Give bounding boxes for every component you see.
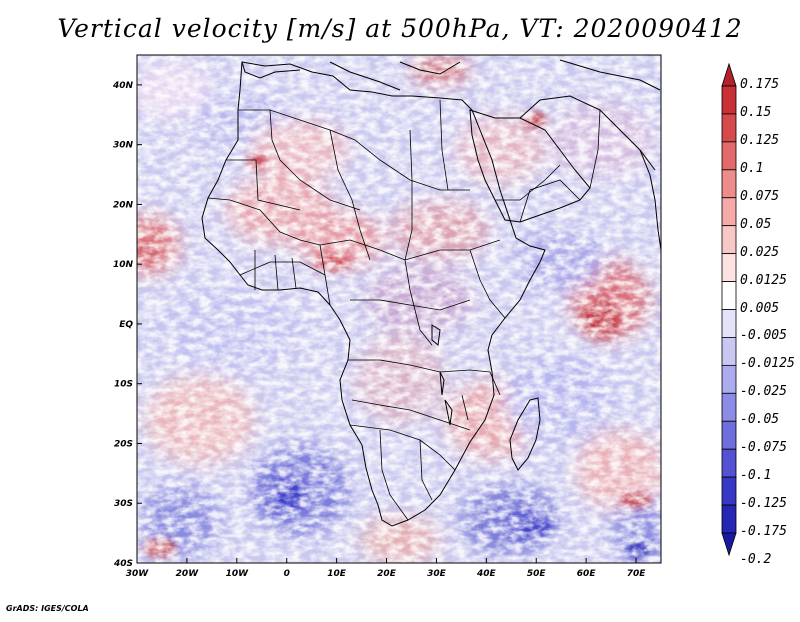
lat-tick-label: 40N <box>112 81 134 91</box>
lon-tick-label: 70E <box>627 569 647 579</box>
lon-tick-label: 30E <box>427 569 447 579</box>
lat-tick-label: 10N <box>113 260 134 270</box>
lon-tick-label: 50E <box>527 569 547 579</box>
lon-tick-label: 10E <box>327 569 347 579</box>
velocity-field <box>137 55 661 563</box>
lat-tick-label: 40S <box>113 559 133 569</box>
lat-tick-label: 20S <box>114 439 133 449</box>
lat-tick-label: 20N <box>113 200 134 210</box>
plot-frame <box>136 54 662 564</box>
coastlines <box>201 59 661 527</box>
lon-tick-label: 20W <box>176 569 200 579</box>
map-title: Vertical velocity [m/s] at 500hPa, VT: 2… <box>57 14 743 43</box>
lat-tick-label: 10S <box>114 380 133 390</box>
lat-tick-label: EQ <box>119 320 133 330</box>
credit-text: GrADS: IGES/COLA <box>6 604 89 613</box>
lon-tick-label: 0 <box>284 569 290 579</box>
lat-tick-label: 30N <box>113 141 134 151</box>
lon-tick-label: 10W <box>226 569 250 579</box>
lon-tick-label: 30W <box>126 569 150 579</box>
country-borders <box>207 99 601 521</box>
axis-ticks: 30W 20W 10W 0 10E 20E 30E 40E 50E 60E 70E 40N 30N 20N… <box>112 81 646 579</box>
lat-tick-label: 30S <box>114 499 133 509</box>
lon-tick-label: 20E <box>377 569 397 579</box>
lon-tick-label: 40E <box>476 569 497 579</box>
lon-tick-label: 60E <box>577 569 597 579</box>
